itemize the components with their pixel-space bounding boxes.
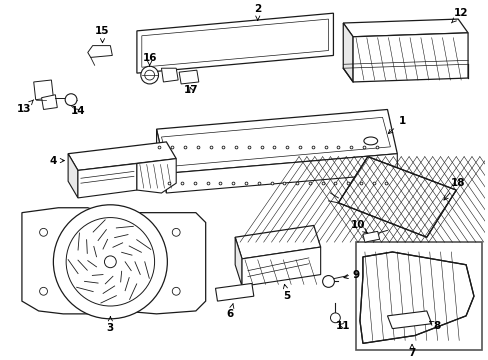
Text: 4: 4 <box>50 156 64 166</box>
Circle shape <box>330 313 340 323</box>
Polygon shape <box>156 129 166 193</box>
Polygon shape <box>242 247 320 286</box>
Text: 9: 9 <box>343 270 359 280</box>
Circle shape <box>40 287 47 295</box>
Polygon shape <box>41 95 57 109</box>
Text: 12: 12 <box>450 8 468 23</box>
Polygon shape <box>215 283 253 301</box>
Polygon shape <box>166 154 396 193</box>
Text: 6: 6 <box>226 303 233 319</box>
Text: 2: 2 <box>254 4 261 20</box>
Text: 13: 13 <box>17 100 34 114</box>
Circle shape <box>40 228 47 236</box>
Circle shape <box>66 217 154 306</box>
Text: 11: 11 <box>335 321 350 331</box>
Circle shape <box>172 228 180 236</box>
Polygon shape <box>343 19 467 37</box>
Polygon shape <box>235 225 320 259</box>
Text: 3: 3 <box>106 317 114 333</box>
Text: 1: 1 <box>387 116 405 134</box>
Circle shape <box>104 256 116 268</box>
Circle shape <box>65 94 77 105</box>
Polygon shape <box>34 80 53 100</box>
Polygon shape <box>362 231 379 242</box>
Ellipse shape <box>363 137 377 145</box>
Text: 8: 8 <box>428 321 439 331</box>
Text: 5: 5 <box>283 284 290 301</box>
Text: 14: 14 <box>70 107 85 116</box>
Circle shape <box>322 275 334 287</box>
Polygon shape <box>87 46 112 57</box>
Text: 7: 7 <box>407 344 415 358</box>
Polygon shape <box>179 70 199 84</box>
Circle shape <box>141 66 158 84</box>
Polygon shape <box>137 13 333 73</box>
Polygon shape <box>161 117 389 166</box>
Polygon shape <box>22 208 205 314</box>
Circle shape <box>144 70 154 80</box>
Polygon shape <box>156 109 396 174</box>
Polygon shape <box>68 154 78 198</box>
Text: 16: 16 <box>142 53 157 66</box>
Polygon shape <box>137 159 176 193</box>
Text: 15: 15 <box>95 26 109 43</box>
Polygon shape <box>78 163 137 198</box>
Polygon shape <box>359 252 473 343</box>
Polygon shape <box>338 157 455 237</box>
Text: 18: 18 <box>443 178 465 200</box>
Polygon shape <box>68 142 176 170</box>
Circle shape <box>53 205 167 319</box>
Polygon shape <box>343 23 352 82</box>
Bar <box>355 242 481 350</box>
Text: 17: 17 <box>183 85 198 95</box>
Polygon shape <box>386 311 431 329</box>
Polygon shape <box>352 33 467 82</box>
Circle shape <box>172 287 180 295</box>
Polygon shape <box>161 68 178 82</box>
Polygon shape <box>235 237 242 286</box>
Polygon shape <box>142 19 328 67</box>
Text: 10: 10 <box>350 220 367 233</box>
